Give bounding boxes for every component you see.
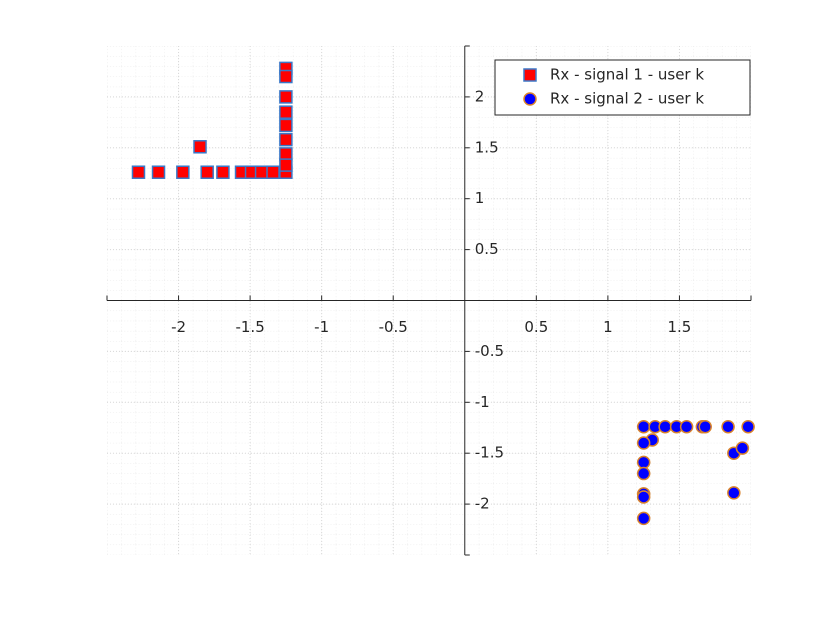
y-tick-label: 2 xyxy=(475,87,485,105)
x-tick-label: -1 xyxy=(314,318,329,336)
marker-square xyxy=(200,165,214,179)
marker-square xyxy=(176,165,190,179)
marker-circle xyxy=(698,419,712,434)
marker-circle xyxy=(636,490,651,504)
marker-square xyxy=(279,118,293,133)
x-tick-label: -0.5 xyxy=(379,318,408,336)
x-tick-label: 1.5 xyxy=(668,318,692,336)
marker-square xyxy=(279,69,293,84)
x-tick-label: 0.5 xyxy=(524,318,548,336)
marker-circle xyxy=(658,419,672,434)
marker-square xyxy=(523,68,537,82)
marker-square xyxy=(131,165,146,179)
y-tick-label: 0.5 xyxy=(475,240,499,258)
x-tick-label: 1 xyxy=(603,318,613,336)
marker-square xyxy=(254,165,269,179)
x-tick-label: -1.5 xyxy=(235,318,264,336)
marker-square xyxy=(279,105,293,119)
marker-circle xyxy=(636,511,651,526)
marker-circle xyxy=(636,419,651,434)
y-tick-label: -1 xyxy=(475,393,490,411)
y-tick-label: 1.5 xyxy=(475,138,499,156)
marker-circle xyxy=(636,436,651,450)
marker-square xyxy=(279,158,293,172)
marker-circle xyxy=(727,486,741,500)
marker-square xyxy=(216,165,230,179)
marker-circle xyxy=(721,419,735,434)
marker-square xyxy=(279,147,293,161)
marker-square xyxy=(151,165,166,179)
marker-circle xyxy=(636,455,651,470)
marker-square xyxy=(279,90,293,104)
y-tick-label: -1.5 xyxy=(475,444,504,462)
legend-box xyxy=(494,59,751,116)
legend-label: Rx - signal 1 - user k xyxy=(550,66,704,84)
marker-circle xyxy=(636,466,651,481)
legend-label: Rx - signal 2 - user k xyxy=(550,90,704,108)
x-tick-label: -2 xyxy=(171,318,186,336)
marker-circle xyxy=(523,92,537,106)
marker-circle xyxy=(741,419,755,434)
marker-square xyxy=(193,140,207,154)
y-tick-label: 1 xyxy=(475,189,485,207)
marker-square xyxy=(266,165,280,179)
marker-square xyxy=(279,132,293,147)
y-tick-label: -0.5 xyxy=(475,342,504,360)
marker-circle xyxy=(679,419,694,434)
marker-circle xyxy=(735,441,750,455)
y-tick-label: -2 xyxy=(475,495,490,513)
